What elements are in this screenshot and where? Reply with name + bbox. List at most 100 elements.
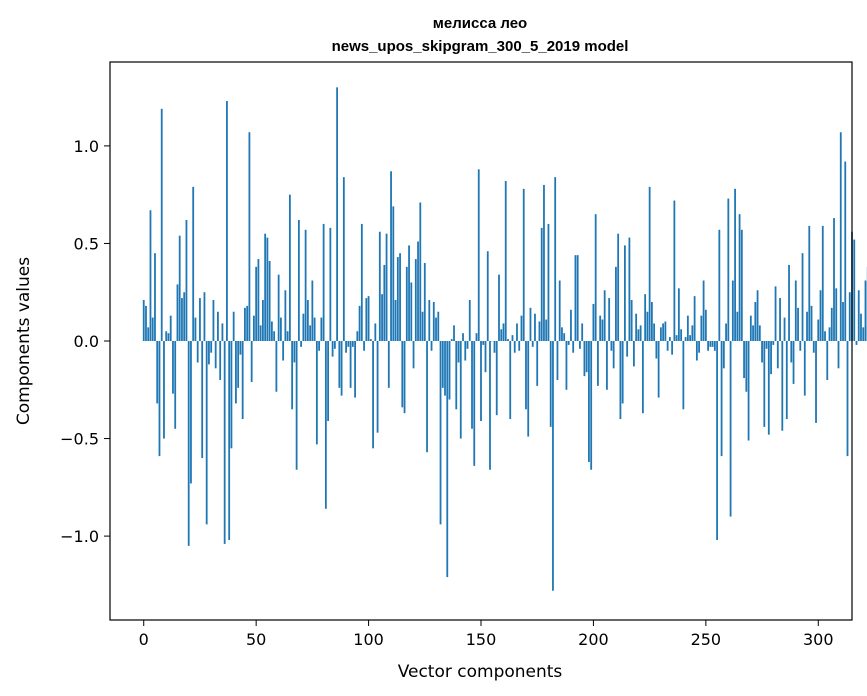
bar-267 (743, 341, 745, 379)
bar-71 (302, 313, 305, 341)
bar-265 (738, 214, 741, 341)
bar-30 (210, 341, 213, 353)
bar-18 (183, 292, 186, 341)
bar-42 (237, 341, 240, 388)
bar-186 (561, 327, 563, 341)
bar-274 (758, 325, 761, 341)
bar-11 (167, 333, 170, 341)
bar-259 (725, 323, 727, 341)
bar-214 (624, 245, 626, 341)
bar-148 (475, 333, 478, 341)
bar-292 (799, 341, 802, 351)
bar-128 (430, 341, 433, 351)
bar-157 (495, 341, 498, 416)
bar-192 (574, 255, 577, 341)
bar-252 (709, 341, 712, 347)
bar-140 (457, 341, 460, 363)
bar-67 (293, 341, 296, 363)
bar-7 (158, 341, 161, 457)
bar-60 (277, 274, 280, 341)
bar-21 (190, 341, 192, 484)
bar-88 (340, 341, 343, 396)
y-tick-label-1: 0.5 (74, 234, 99, 253)
bar-310 (839, 132, 842, 341)
bar-124 (421, 311, 424, 341)
bar-289 (792, 341, 795, 384)
bar-105 (378, 231, 381, 341)
bar-263 (734, 188, 736, 341)
bar-260 (727, 198, 730, 341)
bar-147 (473, 341, 476, 466)
bar-26 (201, 341, 204, 459)
bar-120 (412, 341, 415, 369)
bar-241 (684, 337, 687, 341)
x-tick-label-200: 200 (578, 630, 609, 649)
bar-110 (390, 171, 392, 341)
bar-317 (855, 341, 858, 345)
plot-frame (109, 61, 853, 621)
bar-90 (345, 341, 347, 353)
bar-0 (142, 300, 145, 341)
bar-172 (529, 307, 532, 341)
bar-190 (570, 309, 572, 341)
bar-256 (718, 229, 721, 341)
bar-167 (518, 341, 521, 351)
bar-171 (527, 341, 530, 437)
bar-161 (504, 181, 507, 341)
bar-300 (817, 319, 820, 341)
bar-220 (637, 329, 640, 341)
bar-15 (176, 284, 179, 341)
bar-215 (626, 341, 629, 357)
bar-80 (322, 223, 325, 341)
bar-35 (221, 323, 224, 341)
bar-304 (826, 341, 829, 381)
x-axis-ticks: 0 50 100 150 200 250 300 (139, 620, 834, 649)
bar-92 (349, 341, 352, 388)
bar-194 (579, 341, 581, 349)
bar-218 (633, 341, 635, 367)
bar-93 (351, 341, 354, 347)
bar-47 (248, 132, 251, 341)
bar-70 (300, 341, 303, 347)
bar-193 (576, 255, 579, 341)
bar-39 (230, 341, 233, 449)
bar-202 (597, 341, 599, 386)
bar-115 (401, 341, 404, 408)
bar-198 (588, 341, 590, 462)
bar-118 (408, 245, 410, 341)
bar-134 (444, 341, 446, 396)
bar-108 (385, 233, 388, 341)
bar-152 (484, 341, 487, 373)
bar-253 (711, 341, 714, 347)
bar-321 (864, 280, 867, 341)
bar-159 (500, 329, 503, 341)
bar-49 (253, 315, 255, 341)
bar-72 (304, 229, 307, 341)
bar-10 (165, 331, 168, 341)
bar-32 (214, 341, 217, 369)
bar-107 (383, 264, 386, 341)
bar-209 (612, 341, 615, 369)
bar-249 (702, 280, 705, 341)
bar-40 (232, 311, 235, 341)
bar-59 (275, 341, 278, 392)
bar-69 (297, 220, 300, 341)
bar-25 (199, 298, 201, 341)
bar-293 (801, 253, 804, 341)
bar-175 (536, 341, 539, 386)
bar-79 (320, 317, 323, 341)
bar-46 (246, 305, 249, 341)
bar-117 (405, 266, 408, 341)
bar-81 (324, 341, 327, 509)
bar-64 (286, 331, 289, 341)
bar-290 (794, 280, 797, 341)
bar-199 (590, 341, 593, 470)
bar-212 (619, 341, 622, 420)
bar-13 (172, 341, 174, 394)
bar-4 (151, 317, 154, 341)
x-tick-label-100: 100 (353, 630, 384, 649)
bar-178 (543, 184, 545, 341)
bar-14 (174, 341, 177, 429)
bar-87 (338, 341, 341, 388)
y-tick-label-0: 1.0 (74, 137, 99, 156)
